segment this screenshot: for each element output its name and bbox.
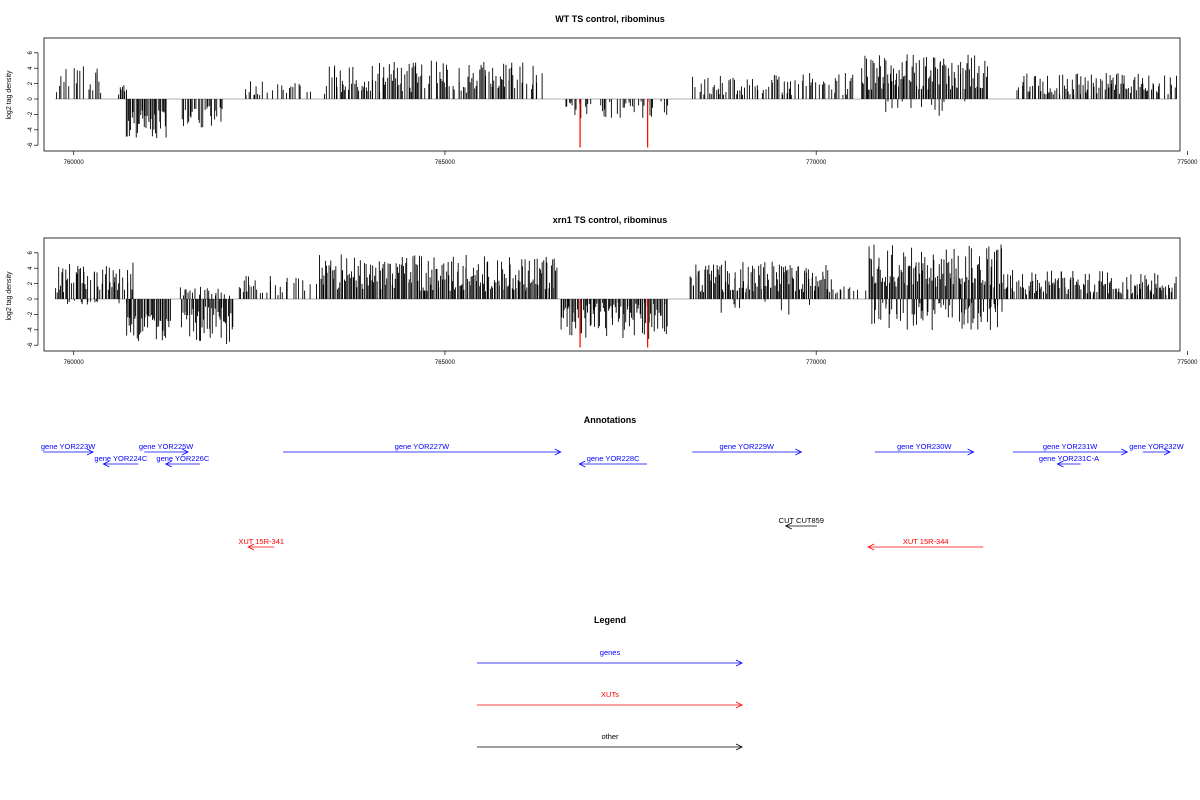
feature-arrow-head: [578, 460, 586, 468]
feature-arrow-head: [554, 448, 562, 456]
annotations-title: Annotations: [584, 415, 637, 425]
feature-arrow-head: [102, 460, 110, 468]
xrn1-plot-frame: [43, 237, 1181, 352]
wt-plot-frame: [43, 37, 1181, 152]
annotation-feature: CUT CUT859: [779, 516, 824, 530]
annotation-feature: gene YOR227W: [283, 442, 562, 456]
legend-entry: XUTs: [477, 690, 743, 709]
y-tick-label: 2: [28, 281, 34, 285]
feature-label: gene YOR227W: [395, 442, 450, 451]
y-tick-label: -6: [28, 142, 34, 148]
annotation-features: gene YOR223W gene YOR224C gene YOR225W gene…: [41, 442, 1185, 551]
y-tick-label: 0: [28, 97, 34, 101]
feature-arrow-head: [164, 460, 172, 468]
annotation-feature: gene YOR230W: [874, 442, 975, 456]
feature-arrow-head: [247, 543, 255, 551]
annotation-feature: gene YOR228C: [578, 454, 647, 468]
wt-bars: [55, 54, 1177, 148]
xrn1-track-title: xrn1 TS control, ribominus: [553, 215, 668, 225]
x-tick-label: 775000: [1177, 360, 1198, 366]
legend-arrow-head: [735, 743, 743, 751]
feature-label: gene YOR231C-A: [1039, 454, 1099, 463]
y-tick-label: 0: [28, 297, 34, 301]
annotation-feature: gene YOR226C: [156, 454, 210, 468]
feature-label: gene YOR231W: [1043, 442, 1098, 451]
feature-arrow-head: [181, 448, 189, 456]
annotation-feature: gene YOR232W: [1129, 442, 1185, 456]
y-tick-label: 6: [28, 50, 34, 54]
x-tick-label: 770000: [806, 360, 827, 366]
feature-arrow-head: [1163, 448, 1171, 456]
y-tick-label: -2: [28, 111, 34, 117]
x-tick-label: 770000: [806, 160, 827, 166]
xrn1-track-panel: xrn1 TS control, ribominus log2 tag dens…: [6, 215, 1198, 366]
feature-label: gene YOR229W: [720, 442, 775, 451]
feature-label: gene YOR228C: [587, 454, 640, 463]
wt-track-title: WT TS control, ribominus: [555, 14, 665, 24]
annotation-feature: gene YOR229W: [692, 442, 803, 456]
feature-arrow-head: [784, 522, 792, 530]
legend-entries: genes XUTs other: [477, 648, 743, 751]
feature-label: XUT 15R-341: [238, 537, 284, 546]
wt-y-axis-label: log2 tag density: [6, 70, 13, 120]
feature-label: gene YOR225W: [139, 442, 194, 451]
annotation-feature: XUT 15R-344: [867, 537, 984, 551]
y-tick-label: -6: [28, 342, 34, 348]
feature-label: gene YOR224C: [94, 454, 147, 463]
feature-arrow-head: [967, 448, 975, 456]
x-tick-label: 775000: [1177, 160, 1198, 166]
legend-entry: other: [477, 732, 743, 751]
x-tick-label: 760000: [64, 360, 85, 366]
legend-label: other: [601, 732, 619, 741]
feature-label: gene YOR230W: [897, 442, 952, 451]
annotation-feature: gene YOR224C: [94, 454, 148, 468]
xrn1-bars: [55, 244, 1177, 348]
y-tick-label: 2: [28, 81, 34, 85]
xrn1-y-axis-label: log2 tag density: [6, 271, 13, 321]
annotation-feature: gene YOR231W: [1012, 442, 1129, 456]
x-tick-label: 765000: [435, 360, 456, 366]
feature-arrow-head: [86, 448, 94, 456]
feature-label: gene YOR232W: [1129, 442, 1184, 451]
feature-label: CUT CUT859: [779, 516, 824, 525]
annotation-feature: gene YOR225W: [139, 442, 194, 456]
feature-arrow-head: [795, 448, 803, 456]
x-tick-label: 760000: [64, 160, 85, 166]
wt-track-panel: WT TS control, ribominus log2 tag densit…: [6, 14, 1198, 166]
x-tick-label: 765000: [435, 160, 456, 166]
feature-arrow-head: [1121, 448, 1129, 456]
y-tick-label: -2: [28, 311, 34, 317]
legend-panel: Legend genes XUTs other: [477, 615, 743, 751]
y-tick-label: 4: [28, 66, 34, 70]
legend-title: Legend: [594, 615, 626, 625]
y-tick-label: -4: [28, 326, 34, 332]
legend-label: genes: [600, 648, 621, 657]
feature-label: gene YOR223W: [41, 442, 96, 451]
feature-label: XUT 15R-344: [903, 537, 949, 546]
wt-axis-ticks: -6 -4 -2 0 2 4 6 760000 765000 770000 775000: [28, 50, 1198, 166]
y-tick-label: 6: [28, 250, 34, 254]
annotation-feature: gene YOR231C-A: [1039, 454, 1099, 468]
legend-arrow-head: [735, 701, 743, 709]
annotation-feature: XUT 15R-341: [238, 537, 284, 551]
y-tick-label: 4: [28, 266, 34, 270]
y-tick-label: -4: [28, 126, 34, 132]
legend-label: XUTs: [601, 690, 619, 699]
annotation-feature: gene YOR223W: [41, 442, 96, 456]
feature-arrow-head: [867, 543, 875, 551]
feature-arrow-head: [1056, 460, 1064, 468]
feature-label: gene YOR226C: [156, 454, 209, 463]
xrn1-axis-ticks: -6 -4 -2 0 2 4 6 760000 765000 770000 775000: [28, 250, 1198, 366]
legend-entry: genes: [477, 648, 743, 667]
legend-arrow-head: [735, 659, 743, 667]
